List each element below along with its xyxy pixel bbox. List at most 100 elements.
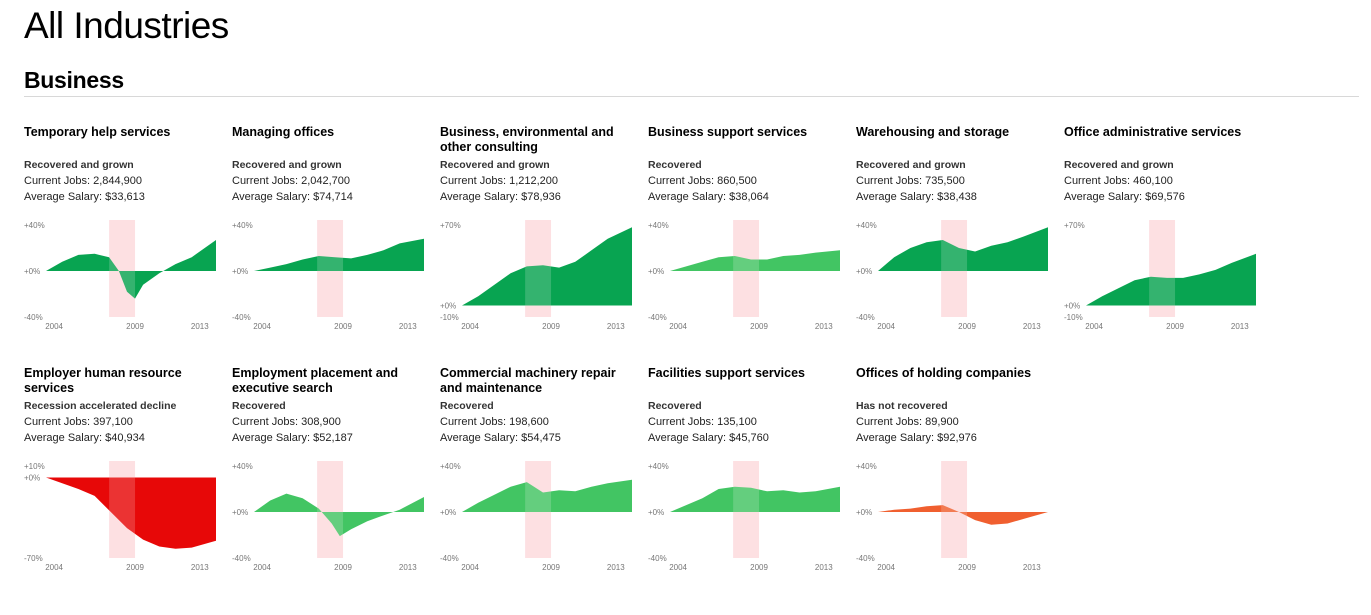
y-tick-label: +40%	[856, 221, 877, 230]
x-tick-label: 2013	[1023, 322, 1041, 331]
jobs-change-area	[46, 240, 216, 299]
recession-overlay	[317, 220, 344, 317]
recovery-status: Has not recovered	[856, 400, 948, 412]
average-salary: Average Salary: $38,438	[856, 191, 977, 203]
industry-name: Managing offices	[232, 125, 335, 139]
x-tick-label: 2009	[750, 563, 768, 572]
y-tick-label: -40%	[856, 554, 875, 563]
average-salary: Average Salary: $52,187	[232, 432, 353, 444]
y-tick-label: -40%	[24, 313, 43, 322]
industry-card: Commercial machinery repair and maintena…	[440, 366, 632, 586]
y-tick-label: -70%	[24, 554, 43, 563]
recovery-status: Recovered	[648, 159, 702, 171]
x-tick-label: 2009	[542, 563, 560, 572]
x-tick-label: 2004	[45, 563, 63, 572]
recovery-status: Recession accelerated decline	[24, 400, 177, 412]
y-tick-label: +40%	[648, 221, 669, 230]
average-salary: Average Salary: $33,613	[24, 191, 145, 203]
industry-card: Warehousing and storage Recovered and gro…	[856, 125, 1048, 345]
x-tick-label: 2009	[1166, 322, 1184, 331]
x-tick-label: 2004	[253, 322, 271, 331]
y-tick-label: +0%	[232, 267, 248, 276]
y-tick-label: +0%	[440, 302, 456, 311]
y-tick-label: -40%	[856, 313, 875, 322]
y-tick-label: +40%	[648, 462, 669, 471]
current-jobs: Current Jobs: 198,600	[440, 416, 549, 428]
current-jobs: Current Jobs: 860,500	[648, 175, 757, 187]
y-tick-label: +0%	[648, 267, 664, 276]
industry-card: Managing offices Recovered and grown Curre…	[232, 125, 424, 345]
section-title: Business	[24, 67, 124, 93]
sparkline-chart: +40% +0% -40%2004 2009 2013	[232, 461, 424, 572]
recovery-status: Recovered	[232, 400, 286, 412]
x-tick-label: 2004	[461, 563, 479, 572]
jobs-change-area	[462, 227, 632, 306]
recession-overlay	[941, 461, 968, 558]
x-tick-label: 2013	[399, 322, 417, 331]
industry-name: Employer human resource services	[24, 366, 182, 395]
industry-card: Business support services Recovered Curren…	[648, 125, 840, 345]
x-tick-label: 2004	[461, 322, 479, 331]
recession-band	[317, 461, 344, 558]
recession-overlay	[733, 220, 760, 317]
industry-name: Temporary help services	[24, 125, 171, 139]
industry-name: Employment placement and executive searc…	[232, 366, 399, 395]
jobs-change-area	[878, 505, 1048, 525]
x-tick-label: 2009	[542, 322, 560, 331]
industry-card: Employment placement and executive searc…	[232, 366, 424, 586]
x-tick-label: 2004	[877, 322, 895, 331]
y-tick-label: +40%	[440, 462, 461, 471]
y-tick-label: +0%	[24, 267, 40, 276]
x-tick-label: 2013	[191, 563, 209, 572]
sparkline-chart: +40% +0% -40%2004 2009 2013	[24, 220, 216, 331]
section-divider	[24, 96, 1359, 97]
x-tick-label: 2004	[669, 322, 687, 331]
recession-overlay	[941, 220, 968, 317]
y-tick-label: +0%	[232, 508, 248, 517]
average-salary: Average Salary: $69,576	[1064, 191, 1185, 203]
jobs-change-area	[1086, 253, 1256, 306]
y-tick-label: -40%	[440, 554, 459, 563]
industry-name: Warehousing and storage	[856, 125, 1010, 139]
y-tick-label: +0%	[24, 474, 40, 483]
x-tick-label: 2004	[669, 563, 687, 572]
x-tick-label: 2013	[399, 563, 417, 572]
average-salary: Average Salary: $74,714	[232, 191, 353, 203]
y-tick-label: -40%	[232, 554, 251, 563]
page-title: All Industries	[24, 5, 229, 46]
sparkline-chart: +40% +0% -40%2004 2009 2013	[856, 220, 1048, 331]
jobs-change-area	[254, 238, 424, 271]
jobs-change-area	[254, 493, 424, 537]
y-tick-label: +70%	[1064, 221, 1085, 230]
x-tick-label: 2009	[334, 563, 352, 572]
average-salary: Average Salary: $92,976	[856, 432, 977, 444]
x-tick-label: 2013	[607, 322, 625, 331]
current-jobs: Current Jobs: 2,042,700	[232, 175, 351, 187]
average-salary: Average Salary: $38,064	[648, 191, 769, 203]
recovery-status: Recovered and grown	[1064, 159, 1174, 171]
industry-card: Business, environmental and other consul…	[440, 125, 632, 345]
sparkline-chart: +10% +0% -70%2004 2009 2013	[24, 461, 216, 572]
sparkline-chart: +40% +0% -40%2004 2009 2013	[856, 461, 1048, 572]
sparkline-chart: +40% +0% -40%2004 2009 2013	[648, 461, 840, 572]
recession-overlay	[525, 461, 552, 558]
industry-name: Business support services	[648, 125, 808, 139]
x-tick-label: 2004	[1085, 322, 1103, 331]
industry-card: Offices of holding companies Has not reco…	[856, 366, 1048, 586]
y-tick-label: +40%	[232, 462, 253, 471]
x-tick-label: 2009	[334, 322, 352, 331]
industry-card: Temporary help services Recovered and gro…	[24, 125, 216, 345]
y-tick-label: +0%	[1064, 302, 1080, 311]
jobs-change-area	[878, 227, 1048, 271]
recession-overlay	[109, 220, 136, 317]
recovery-status: Recovered	[440, 400, 494, 412]
industry-name: Office administrative services	[1064, 125, 1242, 139]
jobs-change-area	[462, 479, 632, 512]
current-jobs: Current Jobs: 735,500	[856, 175, 965, 187]
x-tick-label: 2013	[191, 322, 209, 331]
current-jobs: Current Jobs: 135,100	[648, 416, 757, 428]
jobs-change-area	[46, 477, 216, 549]
current-jobs: Current Jobs: 308,900	[232, 416, 341, 428]
average-salary: Average Salary: $45,760	[648, 432, 769, 444]
recession-overlay	[525, 220, 552, 317]
